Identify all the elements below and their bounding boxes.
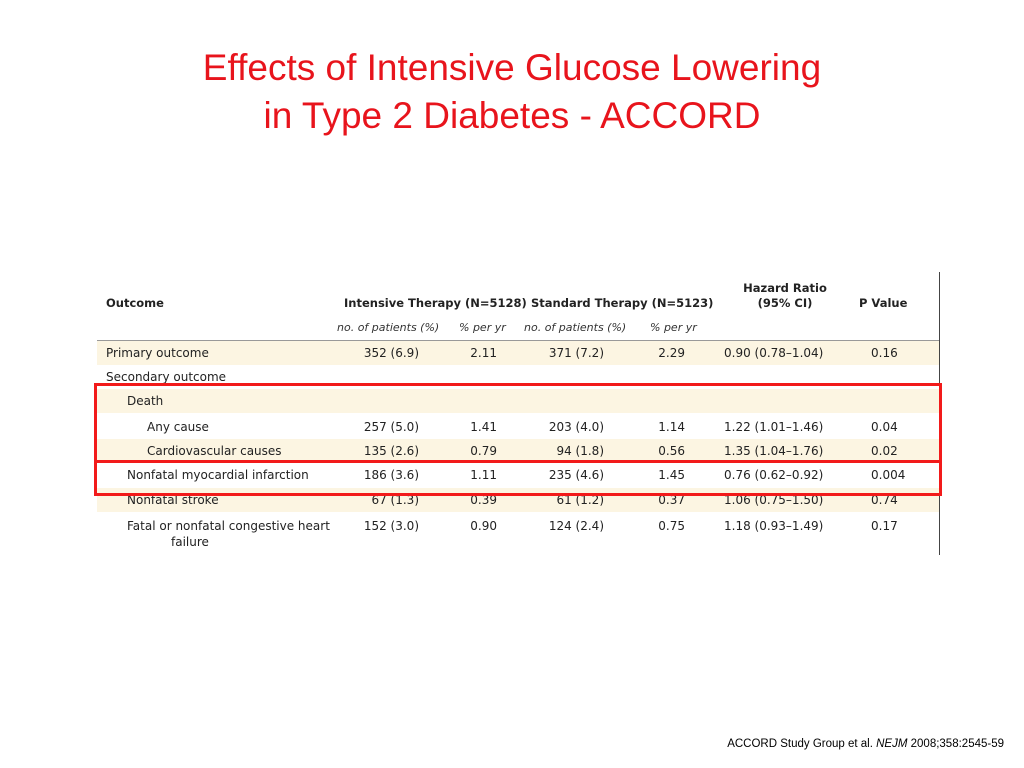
row-label: Nonfatal myocardial infarction	[127, 468, 309, 482]
standard-patients: 235 (4.6)	[548, 468, 604, 482]
standard-rate: 0.37	[658, 493, 685, 507]
row-label: Nonfatal stroke	[127, 493, 219, 507]
p-value: 0.004	[871, 468, 906, 482]
subheader-std-patients: no. of patients (%)	[524, 321, 627, 334]
citation-journal: NEJM	[876, 738, 908, 750]
intensive-rate: 1.41	[470, 420, 497, 434]
subheader-std-rate: % per yr	[650, 321, 697, 334]
hazard-ratio: 0.76 (0.62–0.92)	[724, 468, 824, 482]
intensive-patients: 186 (3.6)	[363, 468, 419, 482]
standard-patients: 203 (4.0)	[548, 420, 604, 434]
subheader-int-patients: no. of patients (%)	[337, 321, 440, 334]
table-row: Primary outcome 352 (6.9) 2.11 371 (7.2)…	[97, 341, 939, 365]
row-label: Death	[127, 394, 164, 408]
hazard-ratio: 1.22 (1.01–1.46)	[724, 420, 824, 434]
outcomes-table: Outcome Intensive Therapy (N=5128) Stand…	[97, 272, 940, 555]
subheader-int-rate: % per yr	[459, 321, 506, 334]
intensive-patients: 152 (3.0)	[363, 519, 419, 533]
header-p-value: P Value	[859, 296, 908, 310]
standard-rate: 1.14	[658, 420, 685, 434]
p-value: 0.74	[871, 493, 898, 507]
intensive-rate: 0.90	[470, 519, 497, 533]
p-value: 0.04	[871, 420, 898, 434]
intensive-patients: 257 (5.0)	[363, 420, 419, 434]
intensive-patients: 67 (1.3)	[371, 493, 419, 507]
standard-patients: 124 (2.4)	[548, 519, 604, 533]
standard-rate: 0.56	[658, 444, 685, 458]
row-label: Primary outcome	[106, 346, 209, 360]
standard-rate: 1.45	[658, 468, 685, 482]
header-hazard-ratio: Hazard Ratio	[743, 281, 827, 295]
row-label-continued: failure	[171, 535, 209, 549]
p-value: 0.02	[871, 444, 898, 458]
title-line-1: Effects of Intensive Glucose Lowering	[202, 47, 822, 88]
hazard-ratio: 1.18 (0.93–1.49)	[724, 519, 824, 533]
standard-patients: 371 (7.2)	[548, 346, 604, 360]
hazard-ratio: 1.35 (1.04–1.76)	[724, 444, 824, 458]
table-header: Outcome Intensive Therapy (N=5128) Stand…	[97, 272, 939, 341]
standard-patients: 94 (1.8)	[556, 444, 604, 458]
citation: ACCORD Study Group et al. NEJM 2008;358:…	[727, 738, 1004, 750]
header-standard: Standard Therapy (N=5123)	[531, 296, 714, 310]
slide-title: Effects of Intensive Glucose Lowering in…	[0, 44, 1024, 140]
p-value: 0.16	[871, 346, 898, 360]
hazard-ratio: 1.06 (0.75–1.50)	[724, 493, 824, 507]
p-value: 0.17	[871, 519, 898, 533]
intensive-rate: 2.11	[470, 346, 497, 360]
table-row: Nonfatal myocardial infarction 186 (3.6)…	[97, 463, 939, 487]
intensive-patients: 352 (6.9)	[363, 346, 419, 360]
death-highlight-box	[94, 383, 942, 463]
table-row: Secondary outcome	[97, 365, 939, 389]
hazard-ratio: 0.90 (0.78–1.04)	[724, 346, 824, 360]
intensive-rate: 0.79	[470, 444, 497, 458]
standard-rate: 0.75	[658, 519, 685, 533]
intensive-patients: 135 (2.6)	[363, 444, 419, 458]
table-row: Nonfatal stroke 67 (1.3) 0.39 61 (1.2) 0…	[97, 488, 939, 512]
header-hazard-ci: (95% CI)	[757, 296, 813, 310]
row-label: Cardiovascular causes	[147, 444, 282, 458]
mi-highlight-box	[94, 460, 942, 496]
row-label: Fatal or nonfatal congestive heart	[127, 519, 330, 533]
table-row: Death	[97, 389, 939, 413]
table-row: Fatal or nonfatal congestive heart failu…	[97, 512, 939, 552]
title-line-2: in Type 2 Diabetes - ACCORD	[263, 95, 761, 136]
row-label: Secondary outcome	[106, 370, 227, 384]
citation-ref: 2008;358:2545-59	[907, 738, 1004, 750]
standard-rate: 2.29	[658, 346, 685, 360]
table-row: Any cause 257 (5.0) 1.41 203 (4.0) 1.14 …	[97, 415, 939, 439]
standard-patients: 61 (1.2)	[556, 493, 604, 507]
intensive-rate: 1.11	[470, 468, 497, 482]
table-row: Cardiovascular causes 135 (2.6) 0.79 94 …	[97, 439, 939, 463]
intensive-rate: 0.39	[470, 493, 497, 507]
citation-authors: ACCORD Study Group et al.	[727, 738, 877, 750]
header-outcome: Outcome	[106, 296, 164, 310]
row-label: Any cause	[147, 420, 209, 434]
header-intensive: Intensive Therapy (N=5128)	[344, 296, 527, 310]
